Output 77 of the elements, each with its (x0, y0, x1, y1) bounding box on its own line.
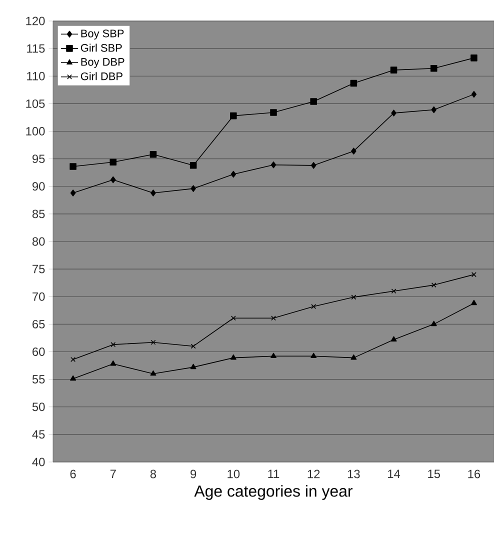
point (70, 190, 76, 196)
legend-label: Girl DBP (80, 72, 122, 80)
point (270, 109, 277, 116)
point (190, 344, 196, 349)
point (150, 370, 156, 376)
point (430, 65, 438, 72)
x-tick-label: 13 (348, 470, 360, 478)
point (190, 364, 196, 370)
point (230, 170, 236, 178)
point (270, 161, 276, 168)
point (431, 106, 437, 114)
point (310, 98, 317, 105)
x-tick-label: 8 (150, 470, 156, 478)
point (471, 272, 476, 278)
point (431, 282, 436, 288)
point (150, 151, 157, 158)
point (310, 352, 317, 358)
point (230, 316, 236, 321)
x-tick-label: 6 (70, 470, 76, 478)
x-tick-label: 14 (388, 470, 400, 478)
point (390, 66, 398, 74)
y-tick-label: 65 (32, 320, 45, 328)
point (351, 148, 356, 154)
x-tick-label: 9 (190, 470, 196, 478)
point (270, 316, 276, 321)
point (471, 90, 477, 98)
legend-label: Girl SBP (80, 44, 122, 52)
y-tick-label: 40 (32, 458, 45, 466)
point (350, 354, 357, 360)
x-tick-label: 16 (468, 470, 480, 478)
x-tick-label: 10 (228, 470, 240, 478)
y-tick-label: 100 (26, 127, 45, 136)
x-tick-label: 11 (268, 470, 280, 478)
y-tick-label: 90 (32, 182, 45, 191)
y-tick-label: 105 (26, 99, 45, 108)
y-tick-label: 120 (26, 16, 45, 26)
point (110, 176, 116, 184)
legend-label: Boy SBP (81, 30, 124, 40)
y-tick-label: 45 (32, 430, 45, 439)
point (190, 185, 196, 192)
point (310, 162, 316, 169)
y-tick-label: 80 (32, 237, 45, 246)
point (70, 163, 76, 170)
point (430, 320, 437, 326)
legend-label: Boy DBP (81, 58, 124, 68)
y-tick-label: 115 (27, 44, 45, 53)
y-tick-label: 60 (32, 348, 45, 356)
point (350, 80, 358, 87)
point (110, 158, 117, 166)
point (470, 54, 478, 62)
point (311, 304, 316, 310)
point (110, 342, 116, 348)
point (270, 352, 276, 358)
point (190, 162, 197, 169)
point (110, 360, 116, 366)
x-tick-label: 12 (308, 470, 320, 478)
point (470, 300, 477, 306)
point (390, 336, 397, 342)
y-tick-label: 85 (32, 210, 45, 218)
point (70, 375, 76, 381)
y-tick-label: 75 (32, 264, 45, 274)
y-tick-label: 110 (27, 72, 45, 80)
point (391, 110, 396, 116)
y-tick-label: 70 (32, 292, 45, 301)
point (230, 112, 237, 120)
x-tick-label: 7 (110, 470, 116, 478)
y-tick-label: 50 (32, 402, 45, 412)
point (150, 190, 156, 196)
point (230, 354, 236, 360)
point (150, 340, 156, 345)
x-axis-title: Age categories in year (194, 485, 353, 500)
y-tick-label: 95 (32, 154, 45, 164)
point (391, 288, 396, 294)
point (351, 294, 356, 300)
y-tick-label: 55 (32, 375, 45, 384)
point (70, 356, 76, 362)
x-tick-label: 15 (428, 470, 440, 478)
